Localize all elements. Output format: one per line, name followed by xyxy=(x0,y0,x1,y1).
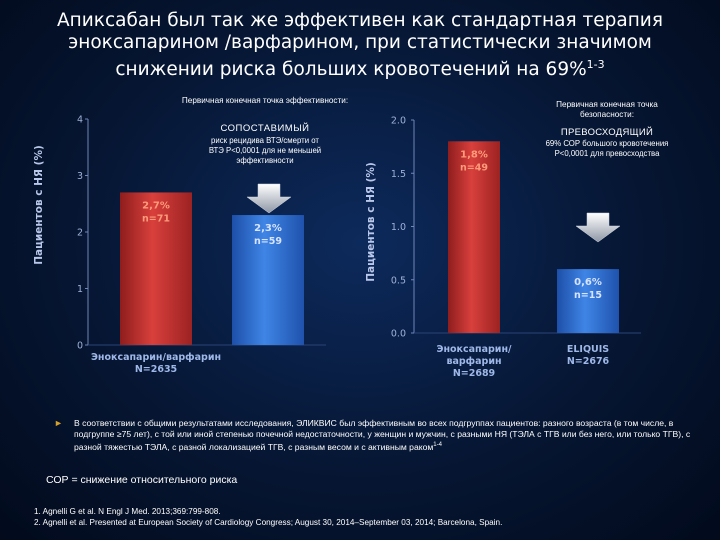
title-sup: 1-3 xyxy=(586,58,605,71)
bullet-text: В соответствии с общими результатами исс… xyxy=(74,418,694,453)
y-axis-label: Пациентов с НЯ (%) xyxy=(33,145,45,265)
title-line-3-text: снижении риска больших кровотечений на 6… xyxy=(115,59,587,81)
cor-note: СОР = снижение относительного риска xyxy=(46,474,238,486)
y-tick-label: 0.0 xyxy=(391,329,406,340)
title-line-2: эноксапарином /варфарином, при статистич… xyxy=(68,32,652,53)
y-tick-label: 1.0 xyxy=(391,222,406,233)
bullet-sup: 1-4 xyxy=(433,442,442,448)
y-tick-label: 4 xyxy=(77,115,83,126)
references: 1. Agnelli G et al. N Engl J Med. 2013;3… xyxy=(34,506,714,528)
safety-annotation-detail: 69% СОР большого кровотечения P<0,0001 д… xyxy=(545,139,669,158)
subgroup-bullet: ► В соответствии с общими результатами и… xyxy=(54,418,694,453)
y-tick-label: 3 xyxy=(77,171,83,182)
data-label-count: n=15 xyxy=(574,290,602,301)
data-label-value: 2,3% xyxy=(254,223,282,234)
category-label: Эноксапарин/варфарин xyxy=(91,352,221,363)
y-tick-label: 0 xyxy=(77,341,83,352)
data-label-value: 0,6% xyxy=(574,277,602,288)
bar-comparator xyxy=(120,192,192,345)
category-label: варфарин xyxy=(446,356,501,367)
y-tick-label: 2 xyxy=(77,228,83,239)
y-tick-label: 1.5 xyxy=(391,169,406,180)
y-tick-label: 0.5 xyxy=(391,275,406,286)
down-arrow-icon xyxy=(246,183,292,214)
y-tick-label: 2.0 xyxy=(391,116,406,127)
y-axis-label: Пациентов с НЯ (%) xyxy=(365,162,377,282)
bar-eliquis xyxy=(557,269,619,333)
title-line-3: снижении риска больших кровотечений на 6… xyxy=(20,54,700,81)
efficacy-annotation-detail: риск рецидива ВТЭ/смерти от ВТЭ P<0,0001… xyxy=(208,136,322,165)
reference-2: 2. Agnelli et al. Presented at European … xyxy=(34,518,503,527)
title-line-1: Апиксабан был так же эффективен как стан… xyxy=(57,10,663,31)
data-label-count: n=71 xyxy=(142,213,170,224)
safety-annotation-header: Первичная конечная точка безопасности: xyxy=(556,100,658,119)
efficacy-annotation-emphasis: СОПОСТАВИМЫЙ xyxy=(220,123,310,134)
reference-1: 1. Agnelli G et al. N Engl J Med. 2013;3… xyxy=(34,507,221,516)
bullet-arrow-icon: ► xyxy=(54,418,63,428)
category-label: Эноксапарин/ xyxy=(436,344,512,355)
category-label: N=2676 xyxy=(567,356,610,367)
data-label-count: n=59 xyxy=(254,236,282,247)
category-label: N=2689 xyxy=(453,368,495,379)
data-label-count: n=49 xyxy=(460,162,488,173)
data-label-value: 2,7% xyxy=(142,200,170,211)
y-tick-label: 1 xyxy=(77,284,83,295)
bar-comparator xyxy=(448,141,500,333)
data-label-value: 1,8% xyxy=(460,149,488,160)
bar-eliquis xyxy=(232,215,304,345)
safety-annotation: Первичная конечная точка безопасности: П… xyxy=(532,100,682,159)
efficacy-chart: 0 1 2 3 4 Пациентов с НЯ (%) 2,7% n=71 Эноксапар… xyxy=(33,115,326,375)
safety-annotation-emphasis: ПРЕВОСХОДЯЩИЙ xyxy=(560,127,654,138)
category-label: N=2635 xyxy=(135,364,177,375)
safety-chart: 0.0 0.5 1.0 1.5 2.0 Пациентов с НЯ (%) 1,8% n=4… xyxy=(365,116,641,379)
down-arrow-icon xyxy=(575,212,621,243)
slide-title: Апиксабан был так же эффективен как стан… xyxy=(20,10,700,81)
category-label: ELIQUIS xyxy=(567,344,609,355)
bullet-body: В соответствии с общими результатами исс… xyxy=(74,418,691,452)
efficacy-annotation: Первичная конечная точка эффективности: … xyxy=(176,96,354,166)
efficacy-annotation-header: Первичная конечная точка эффективности: xyxy=(181,96,349,105)
